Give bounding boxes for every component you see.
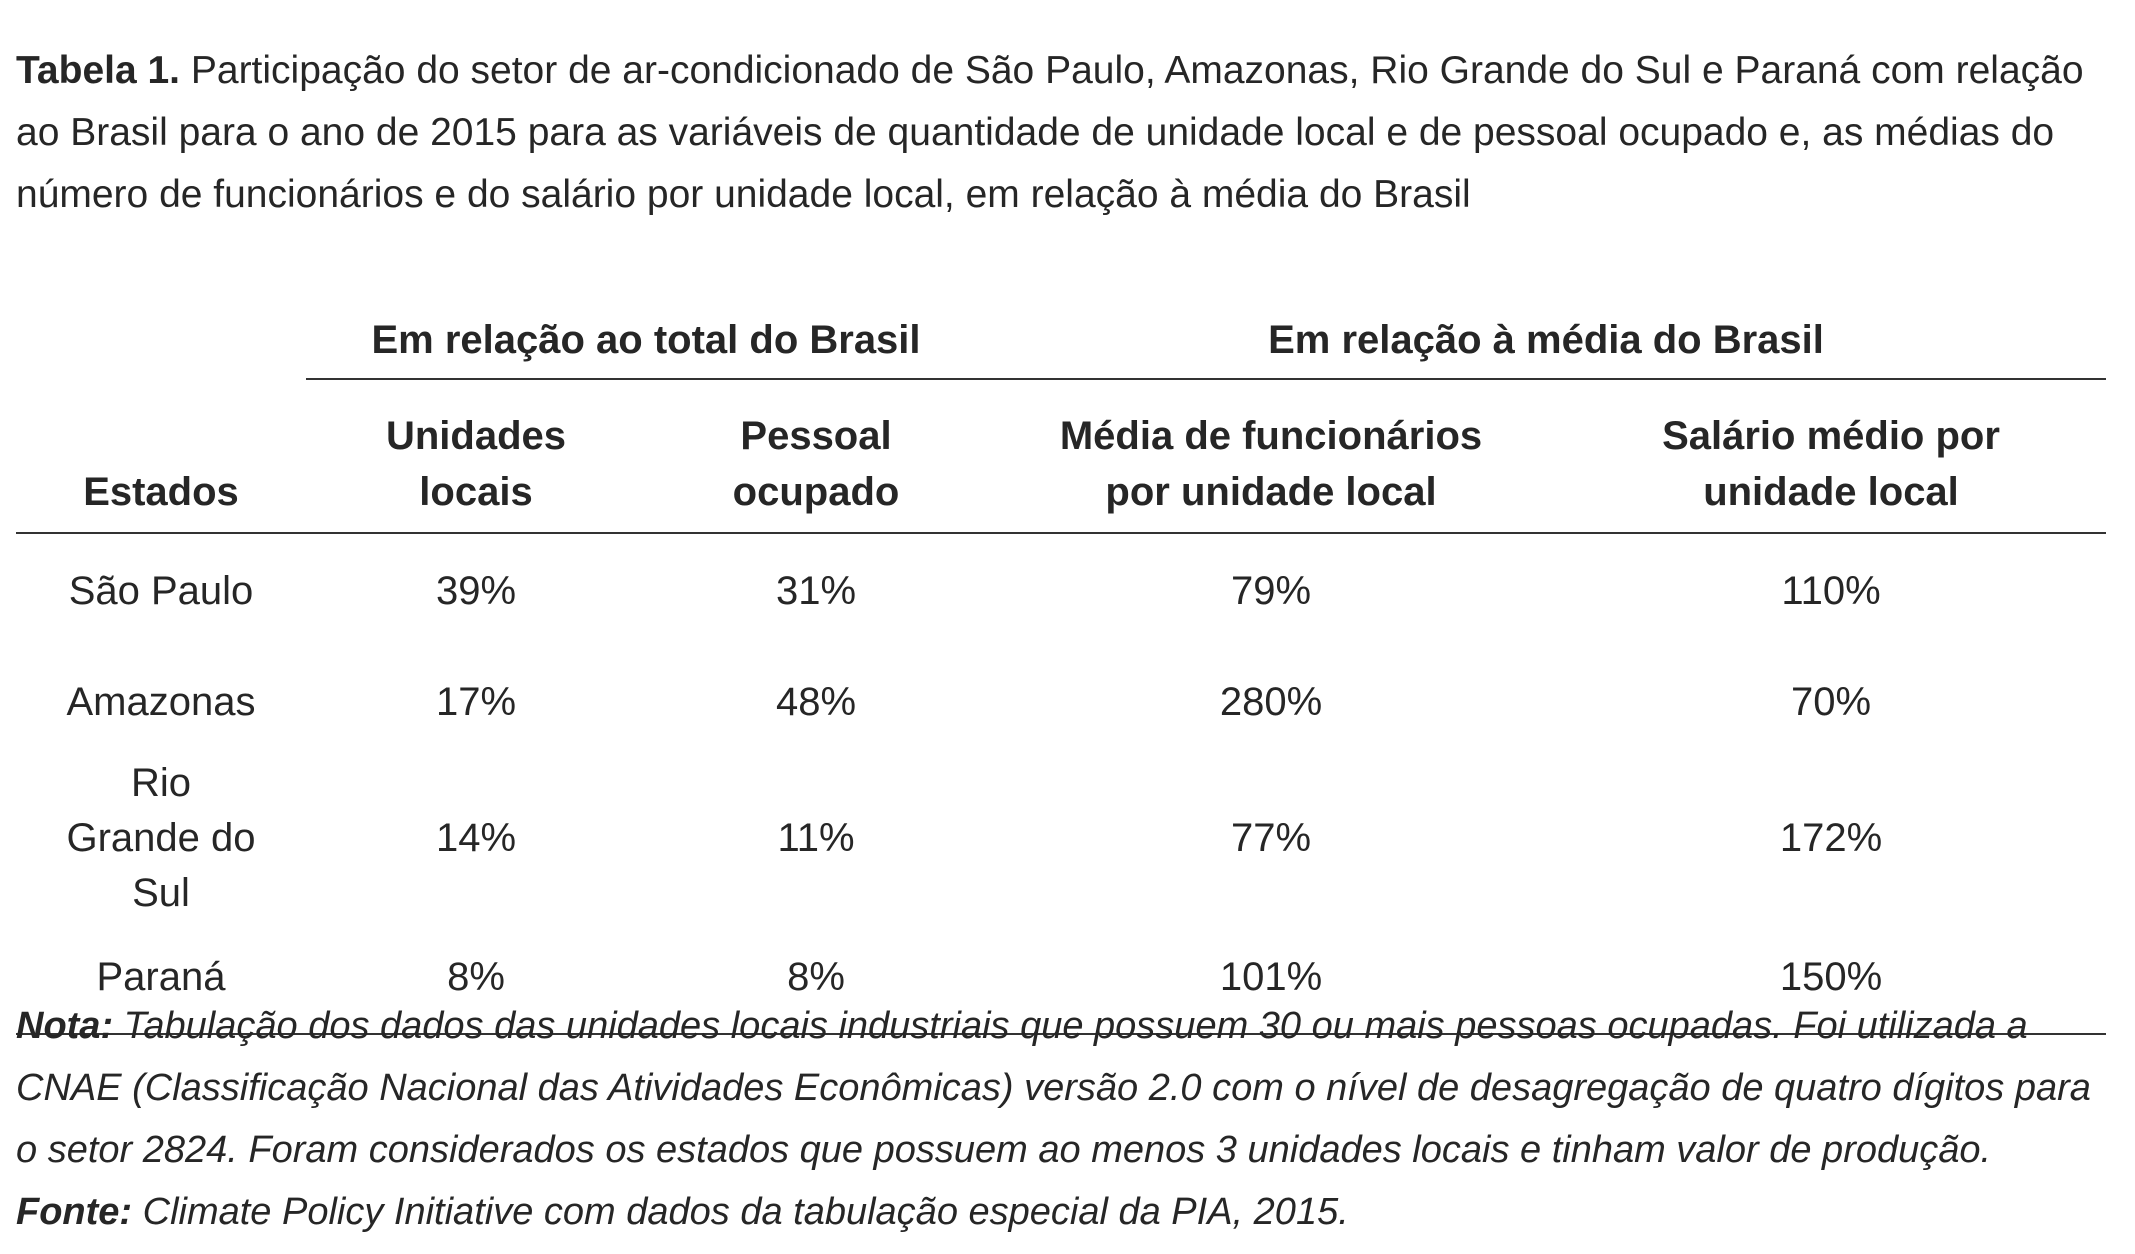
cell-pessoal-ocupado: 48% <box>775 679 857 724</box>
cell-unidades-locais: 14% <box>435 816 517 860</box>
table-notes: Nota: Tabulação dos dados das unidades l… <box>16 995 2116 1243</box>
col-header-estados: Estados <box>16 379 306 534</box>
fonte-paragraph: Fonte: Climate Policy Initiative com dad… <box>16 1181 2116 1243</box>
cell-estado: São Paulo <box>68 568 254 613</box>
table-caption: Tabela 1. Participação do setor de ar-co… <box>16 40 2106 226</box>
data-table: Em relação ao total do Brasil Em relação… <box>16 312 2106 1035</box>
cell-salario-medio: 110% <box>1781 568 1881 613</box>
cell-estado: Rio Grande do Sul <box>66 761 256 915</box>
cell-estado: Amazonas <box>66 679 256 724</box>
table-row: Rio Grande do Sul 14% 11% 77% 172% <box>16 756 2106 921</box>
caption-text: Participação do setor de ar-condicionado… <box>16 49 2084 216</box>
caption-label: Tabela 1. <box>16 49 181 92</box>
col-header-pessoal-ocupado: Pessoal ocupado <box>646 379 986 534</box>
group-header-empty <box>16 312 306 379</box>
cell-unidades-locais: 8% <box>306 921 646 1035</box>
cell-salario-medio: 70% <box>1790 679 1872 724</box>
cell-media-funcionarios: 77% <box>1230 816 1312 860</box>
cell-pessoal-ocupado: 31% <box>775 568 857 613</box>
group-header-media: Em relação à média do Brasil <box>986 312 2106 380</box>
cell-media-funcionarios: 79% <box>1230 568 1312 613</box>
group-header-total: Em relação ao total do Brasil <box>306 312 986 380</box>
nota-paragraph: Nota: Tabulação dos dados das unidades l… <box>16 995 2116 1181</box>
col-header-media-funcionarios: Média de funcionários por unidade local <box>986 379 1556 534</box>
cell-media-funcionarios: 101% <box>986 921 1556 1035</box>
cell-pessoal-ocupado: 11% <box>777 816 855 860</box>
table-row: Amazonas 17% 48% 280% 70% <box>16 648 2106 756</box>
cell-pessoal-ocupado: 8% <box>646 921 986 1035</box>
col-header-salario-medio: Salário médio por unidade local <box>1556 379 2106 534</box>
nota-label: Nota: <box>16 1005 114 1047</box>
cell-unidades-locais: 17% <box>435 679 517 724</box>
fonte-text: Climate Policy Initiative com dados da t… <box>132 1191 1349 1233</box>
group-header-row: Em relação ao total do Brasil Em relação… <box>16 312 2106 380</box>
cell-unidades-locais: 39% <box>435 568 517 613</box>
column-header-row: Estados Unidades locais Pessoal ocupado … <box>16 379 2106 534</box>
fonte-label: Fonte: <box>16 1191 133 1233</box>
nota-text: Tabulação dos dados das unidades locais … <box>16 1005 2091 1171</box>
col-header-unidades-locais: Unidades locais <box>306 379 646 534</box>
table-row: São Paulo 39% 31% 79% 110% <box>16 533 2106 648</box>
cell-salario-medio: 150% <box>1556 921 2106 1035</box>
table-row: Paraná 8% 8% 101% 150% <box>16 921 2106 1035</box>
cell-salario-medio: 172% <box>1779 816 1883 860</box>
document-page: Tabela 1. Participação do setor de ar-co… <box>16 40 2106 226</box>
cell-estado: Paraná <box>16 921 306 1035</box>
cell-media-funcionarios: 280% <box>1219 679 1323 724</box>
